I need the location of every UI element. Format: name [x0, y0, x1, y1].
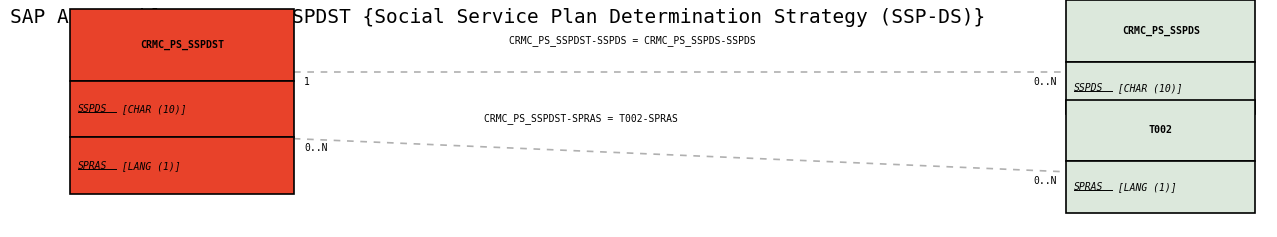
Text: SSPDS: SSPDS	[78, 104, 107, 114]
Text: [CHAR (10)]: [CHAR (10)]	[116, 104, 186, 114]
Bar	[70, 9, 294, 81]
Text: T002: T002	[1149, 125, 1172, 135]
Text: CRMC_PS_SSPDST-SPRAS = T002-SPRAS: CRMC_PS_SSPDST-SPRAS = T002-SPRAS	[484, 113, 678, 124]
Text: SPRAS: SPRAS	[1074, 182, 1103, 192]
Bar	[1066, 62, 1255, 114]
Text: [LANG (1)]: [LANG (1)]	[116, 161, 180, 171]
Text: CRMC_PS_SSPDST: CRMC_PS_SSPDST	[140, 40, 223, 50]
Text: 0..N: 0..N	[304, 143, 327, 153]
Text: SSPDS: SSPDS	[1074, 83, 1103, 93]
Text: CRMC_PS_SSPDST-SSPDS = CRMC_PS_SSPDS-SSPDS: CRMC_PS_SSPDST-SSPDS = CRMC_PS_SSPDS-SSP…	[508, 35, 756, 46]
Bar	[1066, 0, 1255, 62]
Text: 1: 1	[304, 77, 310, 87]
Bar	[1066, 161, 1255, 213]
Text: 0..N: 0..N	[1034, 77, 1057, 87]
Text: CRMC_PS_SSPDS: CRMC_PS_SSPDS	[1121, 26, 1200, 36]
Text: SPRAS: SPRAS	[78, 161, 107, 171]
Bar	[70, 81, 294, 137]
Bar	[1066, 100, 1255, 161]
Text: [CHAR (10)]: [CHAR (10)]	[1112, 83, 1183, 93]
Text: 0..N: 0..N	[1034, 176, 1057, 186]
Text: SAP ABAP table CRMC_PS_SSPDST {Social Service Plan Determination Strategy (SSP-D: SAP ABAP table CRMC_PS_SSPDST {Social Se…	[10, 7, 986, 27]
Bar	[70, 137, 294, 194]
Text: [LANG (1)]: [LANG (1)]	[1112, 182, 1176, 192]
